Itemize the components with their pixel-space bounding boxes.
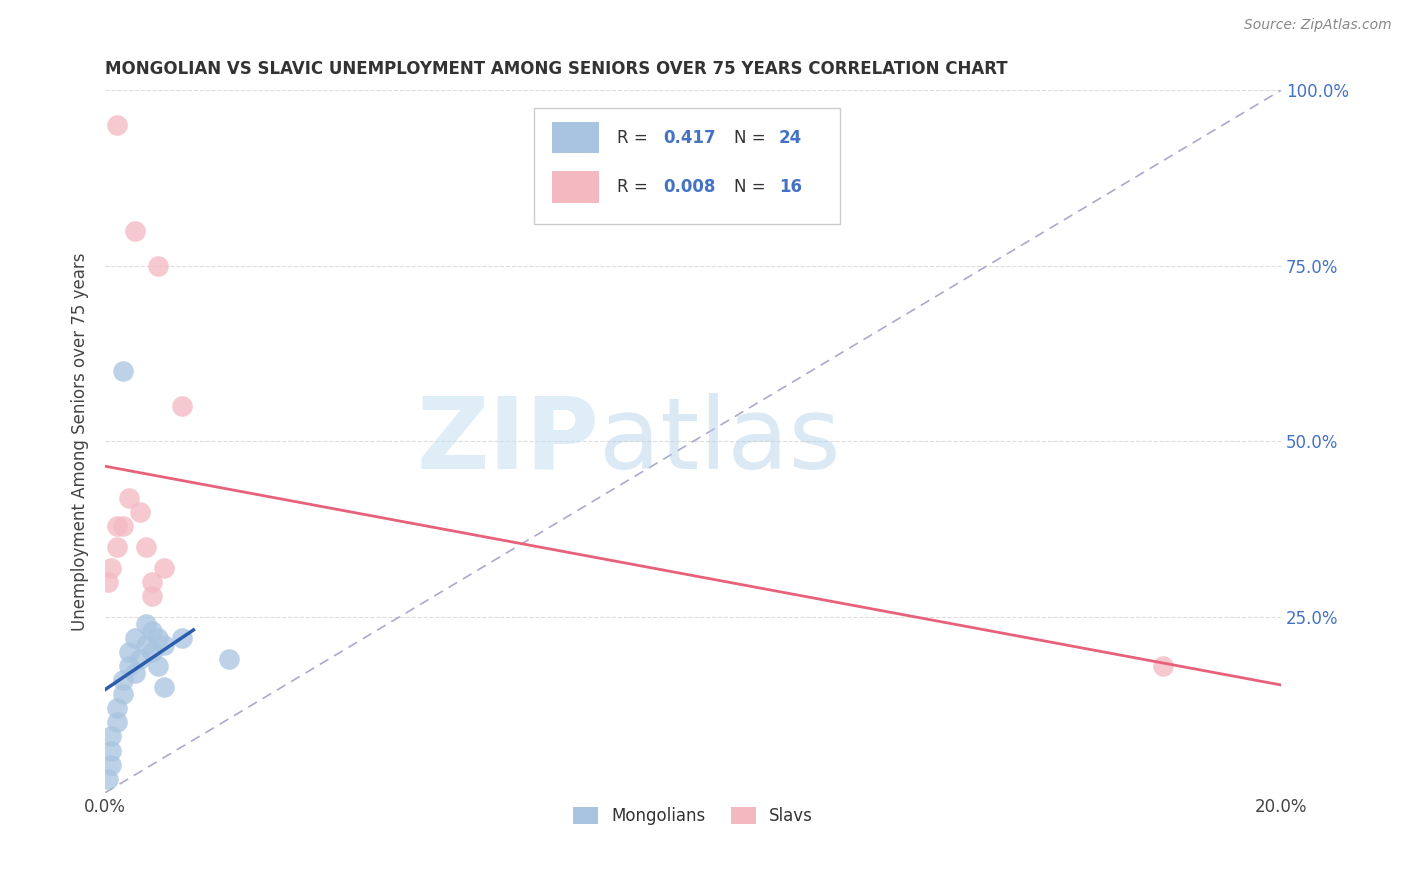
Point <box>105 540 128 554</box>
Point <box>124 666 146 681</box>
FancyBboxPatch shape <box>553 171 599 202</box>
Text: atlas: atlas <box>599 393 841 490</box>
Point <box>141 624 163 639</box>
Point <box>135 540 157 554</box>
Point <box>97 772 120 786</box>
Point <box>135 638 157 652</box>
Point <box>170 400 193 414</box>
Point <box>135 617 157 632</box>
Point <box>153 638 176 652</box>
Point <box>118 645 141 659</box>
Point <box>118 491 141 505</box>
Point <box>100 757 122 772</box>
Point <box>141 645 163 659</box>
Point <box>146 259 169 273</box>
Point <box>97 574 120 589</box>
Y-axis label: Unemployment Among Seniors over 75 years: Unemployment Among Seniors over 75 years <box>72 252 89 631</box>
Text: 24: 24 <box>779 129 803 147</box>
Point <box>141 574 163 589</box>
Point <box>129 505 152 519</box>
Point <box>105 701 128 715</box>
FancyBboxPatch shape <box>553 122 599 153</box>
Point <box>218 652 240 666</box>
Point <box>100 561 122 575</box>
Point <box>146 631 169 645</box>
Text: Source: ZipAtlas.com: Source: ZipAtlas.com <box>1244 18 1392 32</box>
Point <box>153 561 176 575</box>
Point <box>111 364 134 378</box>
Point <box>105 518 128 533</box>
Point <box>100 743 122 757</box>
FancyBboxPatch shape <box>534 108 839 224</box>
Point <box>170 631 193 645</box>
Text: 16: 16 <box>779 178 801 196</box>
Text: 0.008: 0.008 <box>664 178 716 196</box>
Point <box>146 659 169 673</box>
Point <box>129 652 152 666</box>
Text: MONGOLIAN VS SLAVIC UNEMPLOYMENT AMONG SENIORS OVER 75 YEARS CORRELATION CHART: MONGOLIAN VS SLAVIC UNEMPLOYMENT AMONG S… <box>105 60 1008 78</box>
Point <box>105 119 128 133</box>
Point <box>118 659 141 673</box>
Text: ZIP: ZIP <box>416 393 599 490</box>
Point <box>105 715 128 730</box>
Point <box>111 673 134 688</box>
Point <box>111 518 134 533</box>
Point <box>124 224 146 238</box>
Text: N =: N = <box>734 178 770 196</box>
Point <box>100 730 122 744</box>
Legend: Mongolians, Slavs: Mongolians, Slavs <box>565 798 821 833</box>
Point <box>153 681 176 695</box>
Point <box>111 687 134 701</box>
Point <box>124 631 146 645</box>
Text: R =: R = <box>617 178 652 196</box>
Text: R =: R = <box>617 129 652 147</box>
Point <box>1152 659 1174 673</box>
Text: N =: N = <box>734 129 770 147</box>
Point <box>141 589 163 603</box>
Text: 0.417: 0.417 <box>664 129 716 147</box>
